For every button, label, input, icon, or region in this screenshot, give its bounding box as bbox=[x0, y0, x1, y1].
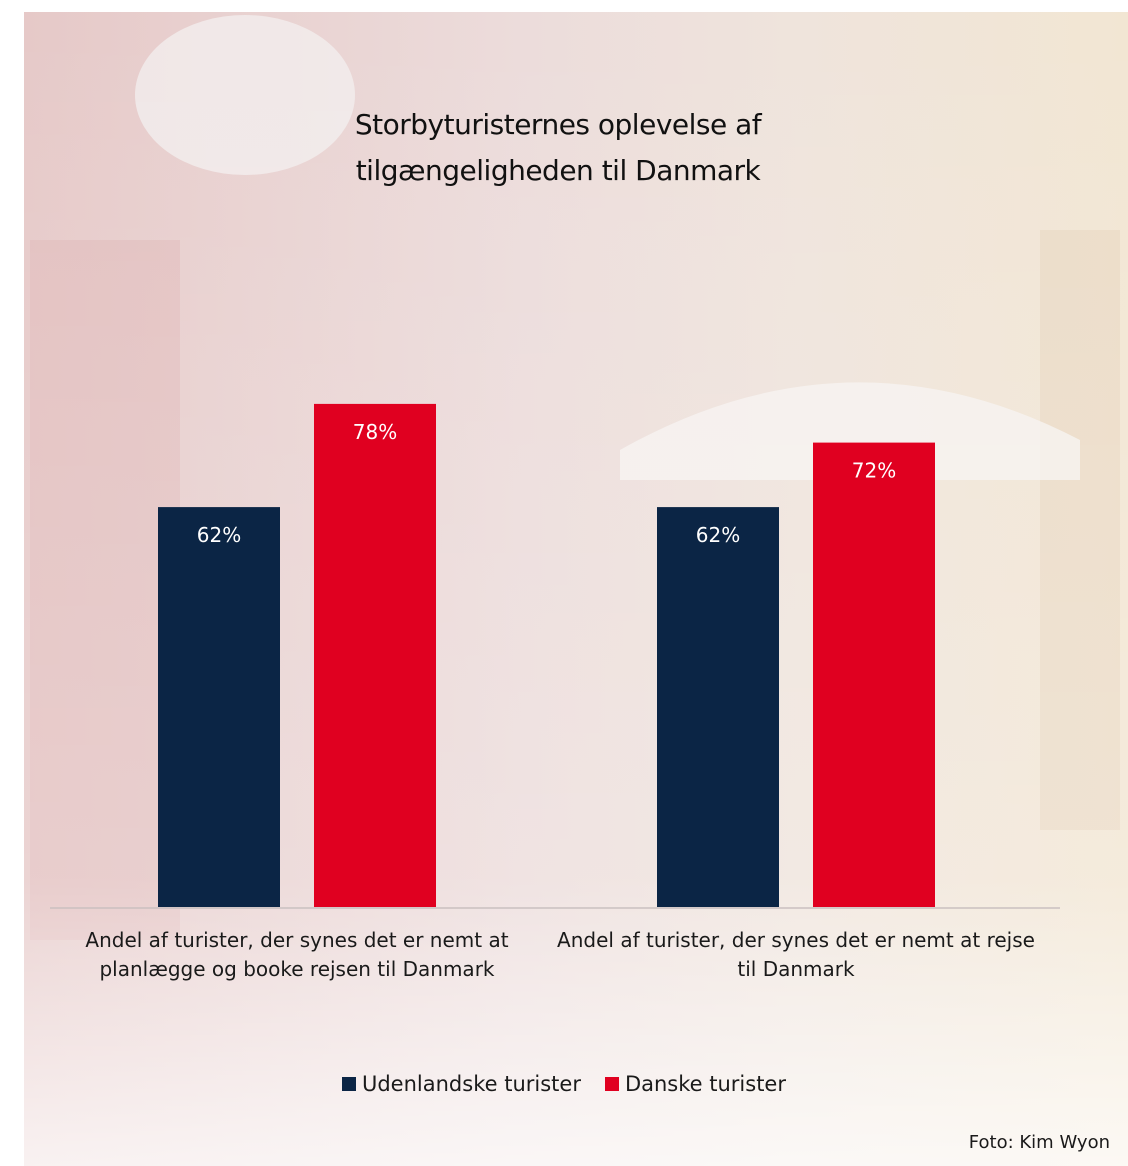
data-label: 62% bbox=[696, 523, 740, 547]
bar bbox=[813, 442, 935, 907]
legend-item: Danske turister bbox=[604, 1072, 786, 1096]
legend-swatch bbox=[604, 1077, 619, 1091]
data-label: 62% bbox=[197, 523, 241, 547]
legend-item: Udenlandske turister bbox=[341, 1072, 581, 1096]
bar bbox=[314, 403, 436, 907]
bar bbox=[657, 507, 779, 907]
data-label: 78% bbox=[353, 420, 397, 444]
photo-credit: Foto: Kim Wyon bbox=[968, 1132, 1110, 1153]
chart-title: Storbyturisternes oplevelse af tilgængel… bbox=[354, 108, 762, 187]
legend-label: Udenlandske turister bbox=[361, 1072, 581, 1096]
legend: Udenlandske turister Danske turister bbox=[0, 1072, 1128, 1096]
bar bbox=[158, 507, 280, 907]
x-tick-label: Andel af turister, der synes det er nemt… bbox=[557, 928, 1035, 981]
x-tick-label: Andel af turister, der synes det er nemt… bbox=[85, 928, 509, 981]
legend-swatch bbox=[341, 1077, 356, 1091]
data-label: 72% bbox=[852, 459, 896, 483]
legend-label: Danske turister bbox=[624, 1072, 786, 1096]
